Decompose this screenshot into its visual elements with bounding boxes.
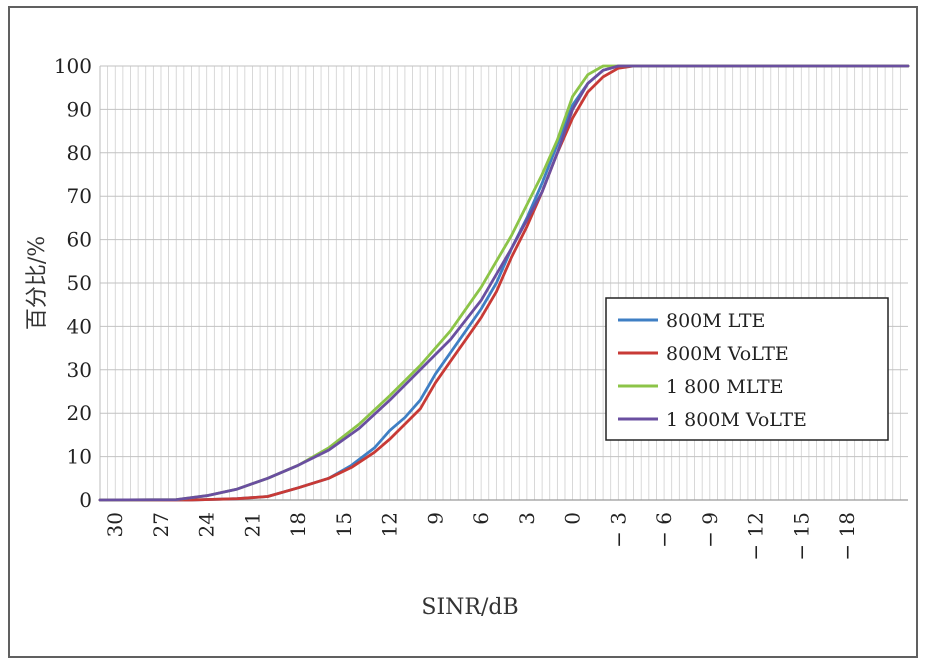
y-tick-label: 80 [67, 141, 92, 165]
x-axis-title: SINR/dB [421, 595, 518, 620]
x-tick-label: − 18 [835, 512, 859, 561]
y-tick-label: 0 [79, 488, 92, 512]
y-tick-label: 30 [67, 358, 92, 382]
y-tick-label: 20 [67, 401, 92, 425]
series-line-2 [98, 64, 910, 502]
x-tick-label: 3 [515, 512, 539, 525]
y-axis-title: 百分比/% [25, 236, 50, 330]
x-tick-label: − 12 [744, 512, 768, 561]
x-tick-label: 12 [378, 512, 402, 537]
y-tick-label: 100 [54, 54, 92, 78]
y-tick-label: 40 [67, 314, 92, 338]
x-tick-label: 18 [286, 512, 310, 537]
chart-frame: 0 10 20 30 40 50 60 70 80 90 100 30 27 24 21 18 15 12 9 6 3 0… [8, 6, 918, 658]
legend: 800M LTE 800M VoLTE 1 800 MLTE 1 800M VoLTE [605, 297, 889, 441]
x-tick-label: 6 [469, 512, 493, 525]
x-tick-label: 27 [149, 512, 173, 537]
x-tick-label: 24 [195, 512, 219, 537]
legend-label-3: 1 800 MLTE [666, 376, 784, 398]
x-tick-label: − 15 [789, 512, 813, 561]
y-tick-label: 50 [67, 271, 92, 295]
x-tick-label: 30 [103, 512, 127, 537]
legend-label-1: 800M LTE [666, 310, 765, 332]
legend-box [605, 297, 889, 441]
x-tick-label: 15 [332, 512, 356, 537]
x-tick-label: − 3 [606, 512, 630, 548]
legend-label-4: 1 800M VoLTE [666, 409, 807, 431]
x-tick-label: − 6 [652, 512, 676, 548]
series-lines [98, 64, 910, 502]
x-tick-label: 9 [423, 512, 447, 525]
x-tick-label: 0 [561, 512, 585, 525]
y-tick-label: 10 [67, 445, 92, 469]
y-tick-label: 60 [67, 228, 92, 252]
y-tick-label: 70 [67, 184, 92, 208]
x-tick-label: − 9 [698, 512, 722, 548]
grid [100, 65, 908, 500]
series-line-4 [98, 64, 910, 502]
x-tick-label: 21 [241, 512, 265, 537]
legend-label-2: 800M VoLTE [666, 343, 789, 365]
y-tick-label: 90 [67, 97, 92, 121]
